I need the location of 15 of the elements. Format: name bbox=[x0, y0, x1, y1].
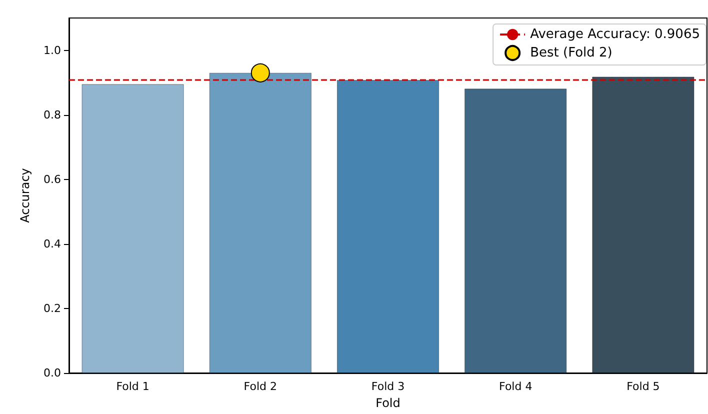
y-axis-title: Accuracy bbox=[18, 168, 32, 223]
x-tick-label: Fold 1 bbox=[116, 380, 150, 393]
y-tick-label: 0.4 bbox=[44, 237, 61, 250]
x-axis-title: Fold bbox=[376, 396, 400, 410]
x-tick-label: Fold 2 bbox=[244, 380, 277, 393]
y-tick-label: 1.0 bbox=[44, 44, 61, 57]
y-tick-label: 0.8 bbox=[44, 108, 61, 122]
y-tick-label: 0.6 bbox=[44, 172, 61, 186]
x-tick-label: Fold 3 bbox=[371, 380, 405, 393]
x-tick-label: Fold 4 bbox=[499, 380, 532, 393]
legend-label: Average Accuracy: 0.9065 bbox=[530, 27, 700, 42]
y-tick-label: 0.0 bbox=[44, 366, 61, 380]
y-tick-label: 0.2 bbox=[44, 302, 61, 315]
legend-label: Best (Fold 2) bbox=[530, 46, 612, 60]
x-tick-label: Fold 5 bbox=[626, 380, 660, 393]
